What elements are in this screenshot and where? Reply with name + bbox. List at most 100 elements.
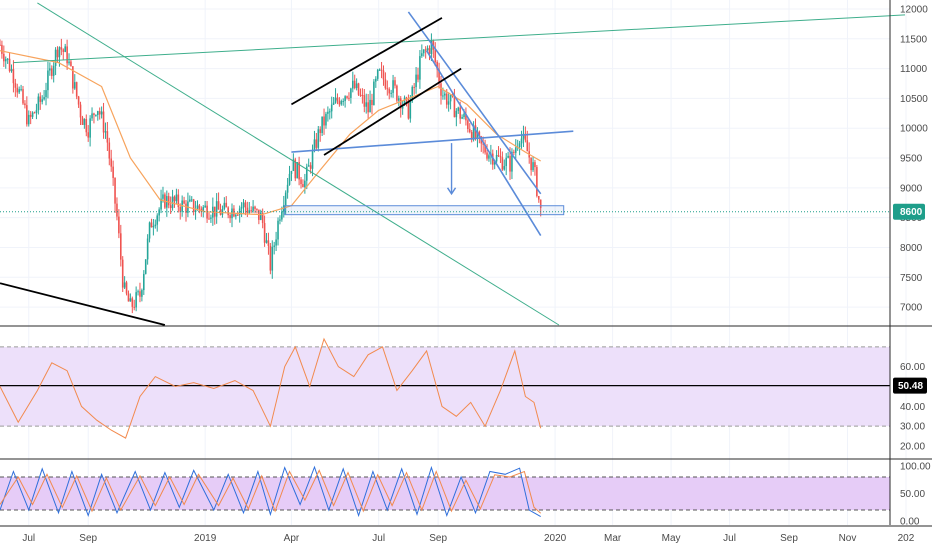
candle [453,88,456,118]
candle [143,270,145,295]
candle-body [167,196,170,206]
candle-body [238,208,241,215]
candle-body [536,167,538,197]
candle-body [294,159,297,179]
candle-body [430,40,433,54]
candle-body [52,65,55,76]
candle [123,276,126,290]
candle-body [146,238,149,260]
candle-body [179,207,182,212]
candle [520,130,523,149]
stochastic-pane[interactable] [0,465,890,518]
candle [244,200,247,216]
candle-body [304,180,306,188]
candle [277,217,279,246]
candle [338,97,341,107]
price-tick-label: 11000 [900,64,928,75]
candle-body [398,98,400,101]
price-pane[interactable] [0,2,906,326]
candle-body [125,282,128,294]
candle-body [394,80,396,86]
candle [284,190,287,215]
candle-body [511,151,513,172]
candle-body [415,74,417,88]
candle [27,110,30,127]
candle-body [85,119,88,133]
candle [106,121,109,152]
candle-body [292,159,295,171]
candle-body [330,104,333,112]
candle [434,42,437,66]
candle-body [18,89,20,93]
candle [486,144,488,161]
price-tick-label: 8000 [900,243,923,254]
candle [373,79,375,106]
candle-body [29,114,32,117]
candle [534,159,536,176]
candle-body [346,96,348,98]
candle [398,95,400,107]
rsi-pane[interactable] [0,337,890,439]
candle-body [365,102,368,107]
candle [382,65,385,86]
candle [45,82,47,106]
candle-body [300,179,302,185]
candle [77,95,80,108]
candle-body [375,78,377,82]
projection-arrow-head [446,187,457,196]
candle-body [160,198,162,210]
trendline-blue [407,11,542,195]
candle-body [141,290,143,297]
candle [536,164,538,198]
candle-body [83,119,86,125]
candle-body [405,97,408,99]
candle-body [16,87,19,93]
candle-body [183,200,185,204]
rsi-tick-label: 30.00 [900,422,925,433]
candle [22,85,24,105]
candle [108,137,111,166]
candle [233,205,235,218]
candle-body [27,114,30,125]
candle-body [417,74,419,80]
candle-body [93,113,95,115]
candle [294,157,297,182]
trendline-teal [37,2,560,326]
stoch-tick-label: 0.00 [900,517,920,528]
trendline-blue [291,130,574,153]
candle [215,193,218,224]
candle-body [254,206,256,209]
candle [89,115,91,147]
time-tick-label: Mar [604,533,622,544]
candle [302,179,304,188]
candle [16,83,19,98]
candle [315,132,318,151]
candle [43,90,45,101]
time-tick-label: 2020 [544,533,567,544]
moving-average-line [0,50,542,216]
candle [323,108,325,135]
candle-body [6,58,9,60]
candle [14,78,17,97]
candle-body [363,95,366,107]
candle-body [305,166,308,181]
candle [223,197,226,211]
candle-body [281,211,283,220]
candle-body [520,138,523,144]
candle [24,100,26,109]
candle [340,99,343,106]
candle [348,92,350,102]
candle-body [119,233,122,260]
rsi-value-badge-text: 50.48 [898,381,923,392]
candle [505,153,507,176]
candle [31,111,34,120]
candle-body [64,46,66,52]
indicator-bands [0,346,890,510]
time-tick-label: 202 [898,533,915,544]
candle [363,88,366,113]
candle [95,114,97,117]
candle [189,195,191,203]
candle-body [378,69,381,71]
candle-body [204,205,206,208]
